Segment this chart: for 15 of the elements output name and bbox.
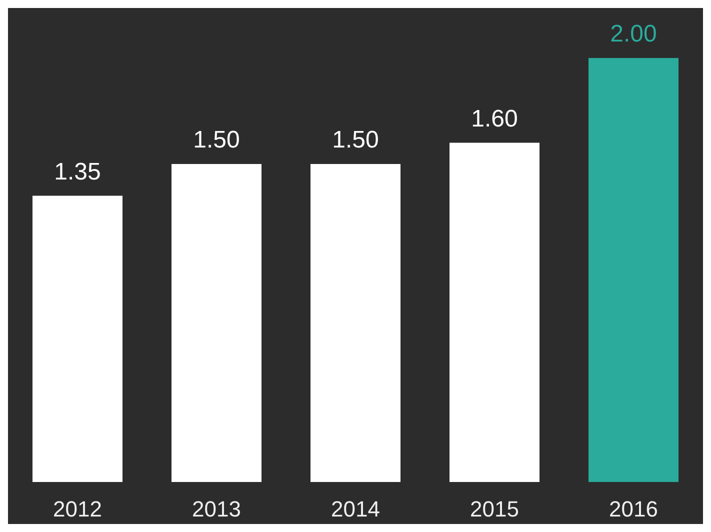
data-label: 1.60 — [471, 105, 518, 132]
bar — [588, 58, 678, 482]
bar — [172, 164, 262, 482]
x-tick-label: 2014 — [331, 496, 380, 522]
bar — [450, 142, 540, 482]
x-tick-label: 2013 — [192, 496, 241, 522]
x-tick-label: 2015 — [470, 496, 519, 522]
bar — [310, 164, 400, 482]
data-label: 1.35 — [54, 158, 101, 186]
data-label: 2.00 — [610, 20, 657, 48]
x-tick-label: 2016 — [609, 496, 658, 522]
bar — [32, 196, 122, 482]
data-label: 1.50 — [193, 126, 240, 154]
data-label: 1.50 — [332, 126, 379, 154]
x-tick-label: 2012 — [53, 496, 102, 522]
